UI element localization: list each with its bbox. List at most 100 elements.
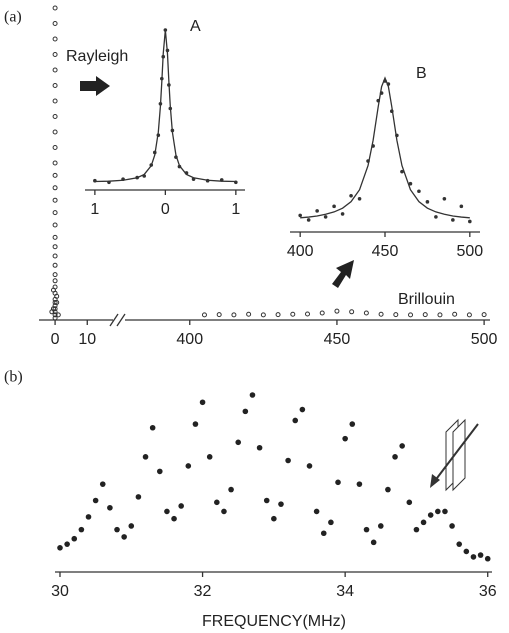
point [52,234,58,240]
point [334,308,340,314]
point [52,315,58,321]
point [463,548,470,555]
point [52,222,58,228]
point [437,312,443,318]
fit-line [94,29,236,183]
point [57,545,63,551]
point [52,83,58,88]
point [385,486,391,493]
point [52,160,58,166]
point [340,212,345,216]
point [201,312,207,318]
point [425,200,430,204]
point [298,213,302,218]
x-tick-label: 0 [51,331,60,348]
point [260,312,266,318]
point [92,497,99,504]
point [114,526,120,533]
point [413,526,420,533]
x-tick-label: 1 [231,201,240,218]
point [451,218,455,222]
point [466,312,472,318]
point [442,197,447,201]
point [52,145,58,150]
point [85,514,92,520]
point [285,457,291,464]
inset-title: B [416,65,427,82]
x-axis-label: FREQUENCY(MHz) [202,613,346,630]
point [214,499,220,506]
point [399,443,405,449]
point [228,486,234,493]
point [235,439,242,446]
point [442,508,448,515]
point [135,494,142,500]
etalon-icon [430,418,479,492]
point [99,481,106,487]
point [52,114,58,119]
point [323,215,328,219]
point [242,408,249,415]
point [52,278,58,284]
point [64,541,70,547]
x-tick-label: 36 [479,583,497,600]
point [357,197,362,201]
annotation: Brillouin [398,291,455,308]
point [54,293,60,299]
x-tick-label: 400 [287,243,314,260]
point [406,499,413,506]
point [185,463,192,469]
point [221,508,227,515]
point [156,468,163,475]
point [52,185,58,191]
point [400,169,404,174]
point [335,479,341,486]
panel-label: (b) [4,369,23,386]
point [171,515,177,522]
x-tick-label: 450 [372,243,399,260]
point [54,300,60,305]
point [481,312,487,318]
axis-break [109,313,119,327]
point [452,311,458,317]
point [149,424,156,431]
point [199,399,206,406]
x-tick-label: 400 [176,331,203,348]
point [408,312,414,318]
point [459,204,464,209]
point [52,36,58,42]
point [271,515,277,522]
x-tick-label: 10 [78,331,96,348]
point [434,215,438,219]
point [349,309,355,315]
panel-label: (a) [4,9,22,26]
point [71,535,78,542]
point [342,435,348,442]
point [52,210,58,216]
point [470,554,477,560]
point [231,312,237,318]
point [435,508,441,515]
axis-break [116,313,126,327]
point [363,526,370,533]
point [468,219,472,224]
point [52,306,58,312]
point [417,189,421,194]
point [349,421,356,427]
point [52,172,58,178]
x-tick-label: 450 [324,331,351,348]
x-tick-label: 1 [90,201,99,218]
annotation: Rayleigh [66,48,128,65]
x-tick-label: 0 [161,201,170,218]
point [52,244,58,250]
x-tick-label: 34 [336,583,354,600]
point [275,312,281,318]
point [349,193,353,198]
point [290,311,296,317]
point [449,523,455,529]
x-tick-label: 30 [51,583,69,600]
point [392,454,398,460]
point [408,181,413,186]
point [263,497,270,504]
